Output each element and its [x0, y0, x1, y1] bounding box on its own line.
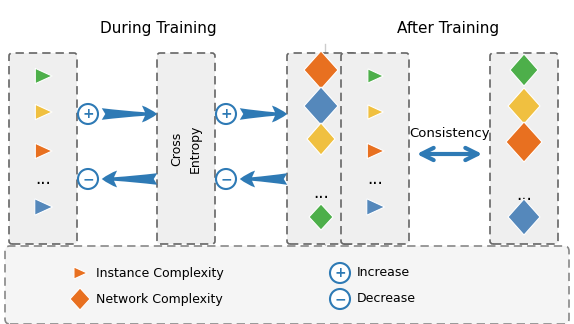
Polygon shape — [35, 68, 52, 84]
Circle shape — [78, 169, 98, 189]
Text: +: + — [220, 107, 232, 121]
Text: ...: ... — [35, 170, 51, 188]
Text: −: − — [334, 292, 346, 306]
Polygon shape — [508, 88, 540, 124]
Polygon shape — [506, 122, 542, 162]
Text: ...: ... — [313, 183, 329, 202]
Text: After Training: After Training — [397, 21, 499, 37]
Polygon shape — [304, 87, 338, 125]
Text: Cross
Entropy: Cross Entropy — [170, 124, 201, 173]
Circle shape — [330, 289, 350, 309]
FancyBboxPatch shape — [5, 246, 569, 324]
Circle shape — [216, 169, 236, 189]
Circle shape — [216, 104, 236, 124]
Polygon shape — [309, 204, 333, 230]
Circle shape — [330, 263, 350, 283]
Polygon shape — [74, 267, 87, 279]
Polygon shape — [510, 54, 538, 86]
Polygon shape — [35, 143, 52, 159]
FancyBboxPatch shape — [490, 53, 558, 244]
Polygon shape — [367, 199, 385, 215]
FancyBboxPatch shape — [287, 53, 355, 244]
Polygon shape — [35, 199, 53, 215]
Polygon shape — [368, 105, 383, 119]
Polygon shape — [70, 288, 90, 310]
Text: During Training: During Training — [100, 21, 216, 37]
Polygon shape — [368, 69, 383, 83]
FancyBboxPatch shape — [341, 53, 409, 244]
Text: Increase: Increase — [357, 267, 410, 280]
Polygon shape — [307, 123, 335, 155]
Circle shape — [78, 104, 98, 124]
Text: −: − — [82, 172, 94, 186]
Text: Network Complexity: Network Complexity — [96, 293, 223, 306]
Polygon shape — [508, 199, 540, 235]
Text: +: + — [82, 107, 94, 121]
Text: ...: ... — [367, 170, 383, 188]
FancyBboxPatch shape — [9, 53, 77, 244]
Text: −: − — [220, 172, 232, 186]
Polygon shape — [304, 51, 338, 89]
FancyBboxPatch shape — [157, 53, 215, 244]
Polygon shape — [367, 143, 384, 159]
Text: ...: ... — [516, 186, 532, 203]
Text: +: + — [334, 266, 346, 280]
Text: Decrease: Decrease — [357, 293, 416, 306]
Text: Instance Complexity: Instance Complexity — [96, 267, 224, 280]
Text: Consistency: Consistency — [409, 128, 490, 141]
Polygon shape — [35, 104, 52, 120]
